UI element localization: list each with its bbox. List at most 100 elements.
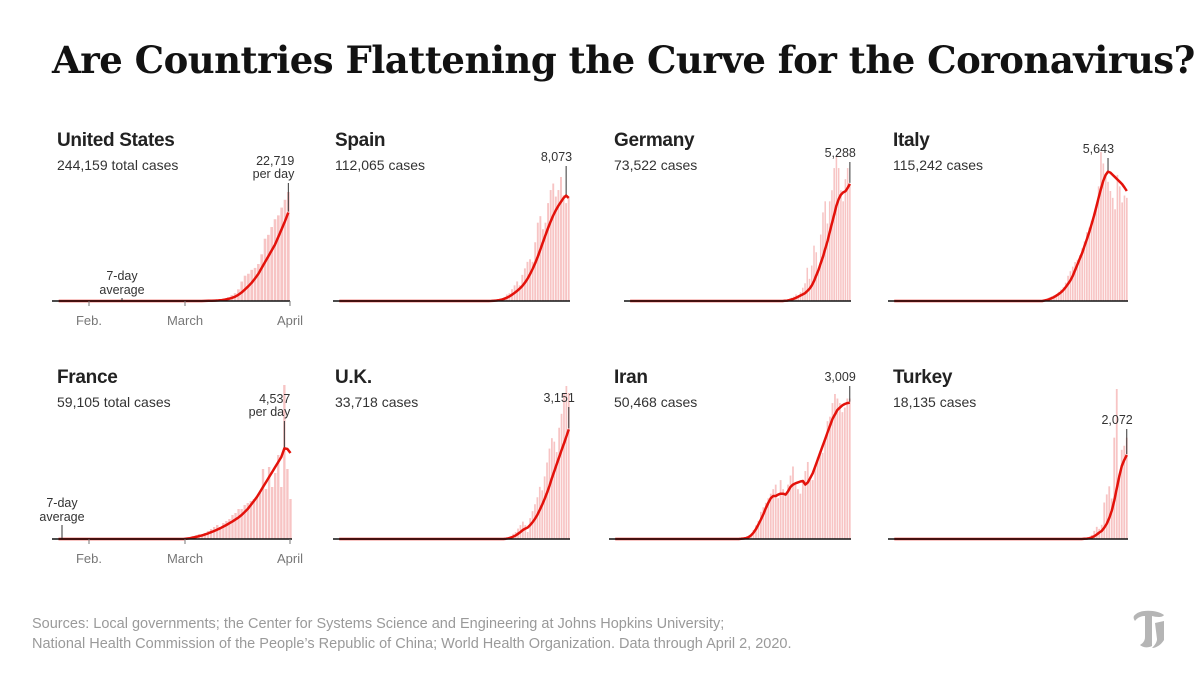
daily-bar xyxy=(842,201,844,301)
daily-bar xyxy=(848,398,851,539)
daily-bar xyxy=(287,192,290,301)
daily-bar xyxy=(1093,213,1095,301)
daily-bar xyxy=(565,203,568,301)
cases-total: 33,718 cases xyxy=(335,394,419,410)
daily-bar xyxy=(779,480,782,539)
daily-bar xyxy=(846,398,849,539)
daily-bar xyxy=(1104,174,1107,301)
daily-bar xyxy=(562,195,565,301)
daily-bar xyxy=(553,441,556,539)
daily-bar xyxy=(755,525,757,539)
daily-bar xyxy=(1079,255,1081,301)
daily-bar xyxy=(797,296,800,301)
daily-bar xyxy=(1074,262,1076,301)
daily-bar xyxy=(529,259,531,301)
daily-bar xyxy=(560,177,562,301)
daily-bar xyxy=(286,469,289,539)
daily-bar xyxy=(846,168,849,301)
daily-bar xyxy=(243,505,246,539)
daily-bar xyxy=(831,403,834,539)
daily-bar xyxy=(834,394,836,539)
avg-annotation-label: average xyxy=(39,510,84,524)
daily-bar xyxy=(1123,195,1126,301)
daily-bar xyxy=(821,452,824,539)
country-name: Spain xyxy=(335,130,386,151)
daily-bar xyxy=(249,501,252,539)
daily-bar xyxy=(828,201,831,301)
daily-bar xyxy=(558,427,560,539)
country-name: Germany xyxy=(614,130,695,151)
daily-bar xyxy=(203,533,207,539)
country-name: Iran xyxy=(614,367,648,388)
daily-bar xyxy=(277,215,280,301)
x-tick-label: Feb. xyxy=(76,313,102,328)
daily-bar xyxy=(1088,227,1091,301)
daily-bar xyxy=(283,385,286,539)
nyt-t-logo-icon xyxy=(1133,610,1164,648)
peak-unit-label: per day xyxy=(253,167,295,181)
country-name: U.K. xyxy=(335,367,372,388)
daily-bar xyxy=(772,489,775,539)
daily-bar xyxy=(1055,294,1058,301)
daily-bar xyxy=(1081,248,1083,301)
cases-total: 115,242 cases xyxy=(893,157,984,173)
daily-bar xyxy=(1121,202,1123,301)
daily-bar xyxy=(209,529,213,539)
daily-bar xyxy=(1105,494,1108,539)
daily-bar xyxy=(534,504,536,539)
daily-bar xyxy=(1108,486,1111,539)
daily-bar xyxy=(567,392,570,539)
x-tick-label: April xyxy=(277,551,303,566)
daily-bar xyxy=(253,267,257,301)
daily-bar xyxy=(1083,241,1086,301)
cases-total: 244,159 total cases xyxy=(57,157,179,173)
daily-bar xyxy=(833,168,835,301)
daily-bar xyxy=(1097,186,1100,301)
daily-bar xyxy=(225,521,228,539)
daily-bar xyxy=(1118,186,1121,301)
sources-line: National Health Commission of the People… xyxy=(32,636,792,652)
cases-total: 50,468 cases xyxy=(614,394,698,410)
avg-line xyxy=(58,447,292,541)
daily-bar xyxy=(263,238,267,301)
daily-bar xyxy=(531,511,534,539)
daily-bar xyxy=(1116,174,1119,301)
daily-bar xyxy=(784,493,787,539)
daily-bar xyxy=(255,497,259,539)
avg-annotation-label: 7-day xyxy=(46,496,78,510)
daily-bar xyxy=(840,190,842,301)
daily-bar xyxy=(549,190,552,301)
chart-plot: 5,288 xyxy=(624,146,856,303)
daily-bar xyxy=(521,274,524,301)
panel-france: France 59,105 total cases 4,537 per day 7-… xyxy=(39,367,317,597)
daily-bar xyxy=(816,457,819,539)
daily-bar xyxy=(789,475,792,539)
avg-line xyxy=(894,454,1128,541)
daily-bar xyxy=(1109,190,1112,301)
daily-bar xyxy=(1102,163,1105,301)
daily-bar xyxy=(801,480,804,539)
daily-bar xyxy=(1111,197,1114,301)
daily-bar xyxy=(797,489,799,539)
daily-bar xyxy=(777,498,780,539)
peak-value-label: 5,288 xyxy=(825,146,856,160)
peak-value-label: 2,072 xyxy=(1101,413,1132,427)
daily-bar xyxy=(240,509,243,539)
daily-bar xyxy=(222,523,225,539)
daily-bar xyxy=(1125,437,1128,539)
daily-bar xyxy=(1067,275,1069,301)
daily-bar xyxy=(774,484,777,540)
chart-plot: 8,073 xyxy=(333,150,572,303)
daily-bar xyxy=(814,466,817,539)
daily-bar xyxy=(219,527,222,539)
cases-total: 73,522 cases xyxy=(614,157,698,173)
daily-bar xyxy=(1095,204,1098,301)
daily-bar xyxy=(534,242,537,301)
daily-bar xyxy=(264,489,268,539)
daily-bar xyxy=(831,190,833,301)
daily-bar xyxy=(817,267,820,301)
cases-total: 112,065 cases xyxy=(335,157,426,173)
daily-bar xyxy=(1071,266,1074,301)
daily-bar xyxy=(267,467,271,539)
daily-bar xyxy=(762,507,765,539)
